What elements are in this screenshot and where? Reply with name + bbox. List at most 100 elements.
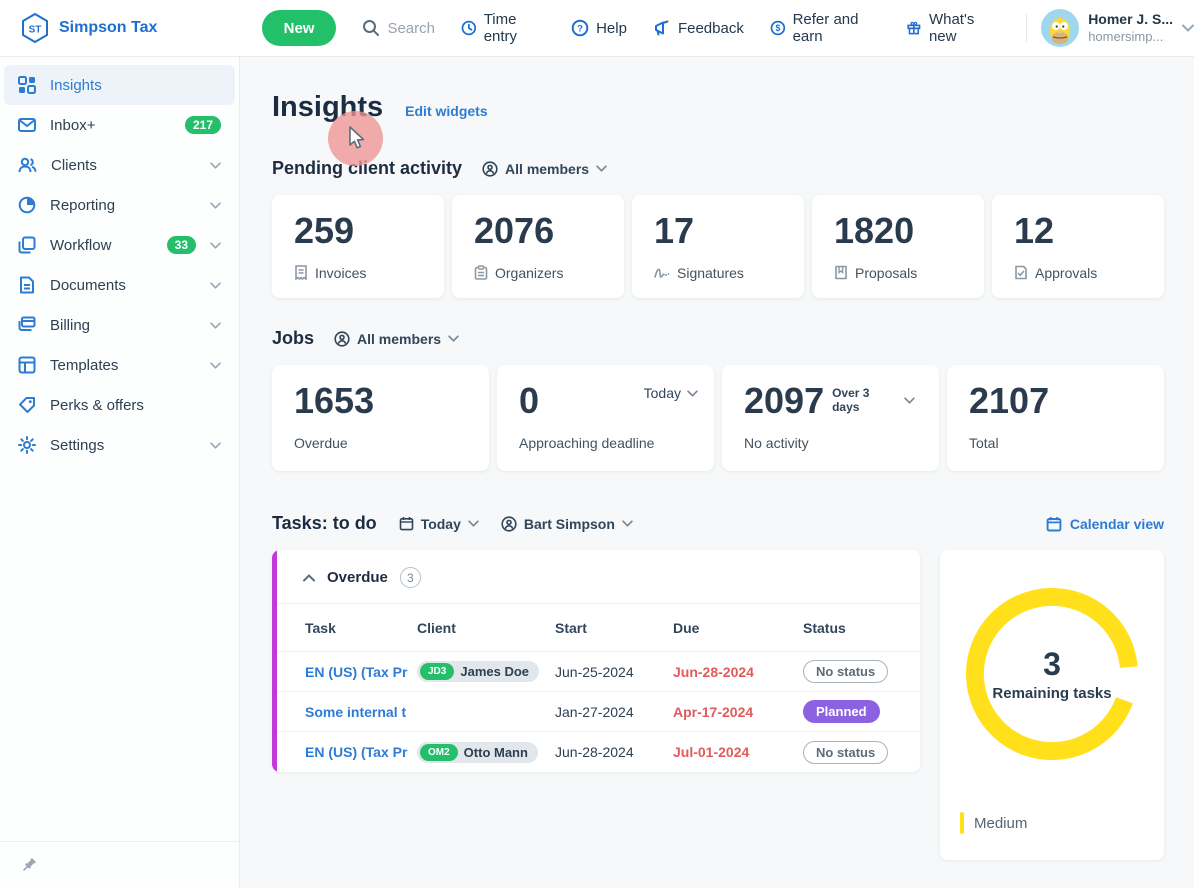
stat-card-organizers[interactable]: 2076 Organizers: [452, 195, 624, 298]
status-badge[interactable]: No status: [803, 740, 889, 764]
refer-and-earn-button[interactable]: $ Refer and earn: [770, 11, 880, 45]
search-label: Search: [387, 19, 435, 37]
clock-icon: [461, 20, 477, 36]
tasks-date-filter[interactable]: Today: [399, 516, 479, 532]
sidebar-item-inbox[interactable]: Inbox+ 217: [4, 105, 235, 145]
chevron-down-icon: [448, 335, 459, 342]
documents-file-icon: [20, 276, 34, 294]
sidebar-item-clients[interactable]: Clients: [4, 145, 235, 185]
jobs-title: Jobs: [272, 328, 315, 348]
approvals-icon: [1015, 265, 1027, 280]
remaining-tasks-ring: [965, 587, 1139, 761]
sidebar-item-documents[interactable]: Documents: [4, 265, 235, 305]
chevron-down-icon: [210, 281, 221, 289]
table-row: EN (US) (Tax Pr JD3 James Doe Jun-25-202…: [277, 652, 920, 692]
tasks-title: Tasks: to do: [272, 513, 377, 533]
job-card-no-activity[interactable]: 2097 Over 3 days No activity: [722, 365, 939, 471]
group-count: 3: [399, 567, 421, 588]
sidebar-item-workflow[interactable]: Workflow 33: [4, 225, 235, 265]
edit-widgets-link[interactable]: Edit widgets: [405, 103, 488, 119]
avatar: [1041, 9, 1080, 47]
pending-activity-title: Pending client activity: [272, 158, 463, 178]
chevron-down-icon: [210, 161, 221, 169]
status-badge[interactable]: No status: [803, 660, 889, 683]
sidebar-item-insights[interactable]: Insights: [4, 65, 235, 105]
due-date: Jul-01-2024: [673, 744, 750, 760]
client-initials-badge: JD3: [420, 663, 455, 680]
chevron-down-icon: [596, 165, 607, 172]
invoices-icon: [295, 265, 307, 281]
stat-card-invoices[interactable]: 259 Invoices: [272, 195, 444, 298]
gift-icon: [907, 21, 921, 35]
chevron-down-icon[interactable]: [904, 397, 915, 405]
whats-new-button[interactable]: What's new: [906, 11, 996, 45]
search-icon: [363, 20, 380, 36]
table-row: EN (US) (Tax Pr OM2 Otto Mann Jun-28-202…: [277, 732, 920, 772]
sidebar-item-reporting[interactable]: Reporting: [4, 185, 235, 225]
organizers-icon: [474, 265, 488, 280]
task-link[interactable]: EN (US) (Tax Pr: [305, 744, 408, 760]
stat-card-signatures[interactable]: 17 Signatures: [632, 195, 804, 298]
calendar-icon: [399, 517, 413, 531]
job-card-total[interactable]: 2107 Total: [947, 365, 1164, 471]
stat-card-approvals[interactable]: 12 Approvals: [992, 195, 1164, 298]
job-card-overdue[interactable]: 1653 Overdue: [272, 365, 489, 471]
overdue-tasks-panel: Overdue 3 Task Client Start Due Status E…: [272, 550, 920, 772]
status-badge[interactable]: Planned: [803, 700, 880, 723]
help-button[interactable]: ? Help: [571, 19, 627, 37]
chevron-down-icon: [210, 361, 221, 369]
client-pill[interactable]: JD3 James Doe: [417, 661, 540, 682]
main-content: Insights Edit widgets Pending client act…: [240, 57, 1194, 888]
templates-layout-icon: [18, 356, 36, 374]
due-date: Jun-28-2024: [673, 663, 754, 680]
svg-text:$: $: [775, 23, 780, 33]
start-date: Jan-27-2024: [555, 703, 634, 720]
client-initials-badge: OM2: [420, 743, 458, 761]
workflow-layers-icon: [18, 236, 36, 254]
svg-text:ST: ST: [29, 25, 42, 36]
start-date: Jun-25-2024: [555, 663, 634, 680]
brand-hexagon-icon: ST: [22, 13, 48, 43]
app-logo[interactable]: ST Simpson Tax: [0, 12, 230, 44]
user-name: Homer J. S...: [1088, 11, 1173, 28]
calendar-view-icon: [1046, 516, 1062, 531]
task-link[interactable]: EN (US) (Tax Pr: [305, 663, 408, 680]
sidebar-item-settings[interactable]: Settings: [4, 425, 235, 465]
sidebar-item-billing[interactable]: Billing: [4, 305, 235, 345]
approaching-deadline-dropdown[interactable]: Today: [644, 385, 698, 401]
chevron-down-icon: [210, 241, 221, 249]
sidebar: Insights Inbox+ 217 Clients Reporting W: [0, 57, 240, 888]
job-card-approaching[interactable]: 0 Today Approaching deadline: [497, 365, 714, 471]
pin-icon[interactable]: [20, 856, 38, 874]
member-icon: [501, 515, 517, 532]
chevron-down-icon: [210, 201, 221, 209]
tasks-member-filter[interactable]: Bart Simpson: [501, 516, 633, 532]
stat-card-proposals[interactable]: 1820 Proposals: [812, 195, 984, 298]
sidebar-footer: [0, 841, 239, 888]
user-menu[interactable]: Homer J. S... homersimp...: [1041, 9, 1194, 47]
member-icon: [334, 330, 350, 347]
time-entry-button[interactable]: Time entry: [461, 11, 545, 45]
chevron-down-icon: [687, 389, 698, 397]
search-control[interactable]: Search: [362, 19, 435, 37]
chevron-down-icon: [210, 321, 221, 329]
pending-members-filter[interactable]: All members: [482, 161, 607, 177]
calendar-view-link[interactable]: Calendar view: [1046, 516, 1164, 532]
proposals-icon: [835, 265, 847, 280]
sidebar-item-perks[interactable]: Perks & offers: [4, 385, 235, 425]
client-pill[interactable]: OM2 Otto Mann: [417, 741, 538, 763]
page-title: Insights: [272, 91, 384, 123]
reporting-pie-icon: [18, 196, 36, 214]
task-link[interactable]: Some internal t: [305, 703, 407, 720]
collapse-chevron-up-icon[interactable]: [303, 573, 315, 582]
jobs-members-filter[interactable]: All members: [334, 331, 459, 347]
sidebar-item-templates[interactable]: Templates: [4, 345, 235, 385]
settings-gear-icon: [18, 436, 36, 454]
remaining-count: 3: [1043, 646, 1061, 682]
priority-stripe: [272, 550, 277, 772]
feedback-button[interactable]: Feedback: [653, 19, 744, 37]
chevron-down-icon: [468, 520, 479, 527]
workflow-badge: 33: [166, 235, 196, 255]
new-button[interactable]: New: [261, 10, 337, 46]
remaining-tasks-widget: 3 Remaining tasks Medium: [940, 550, 1164, 860]
